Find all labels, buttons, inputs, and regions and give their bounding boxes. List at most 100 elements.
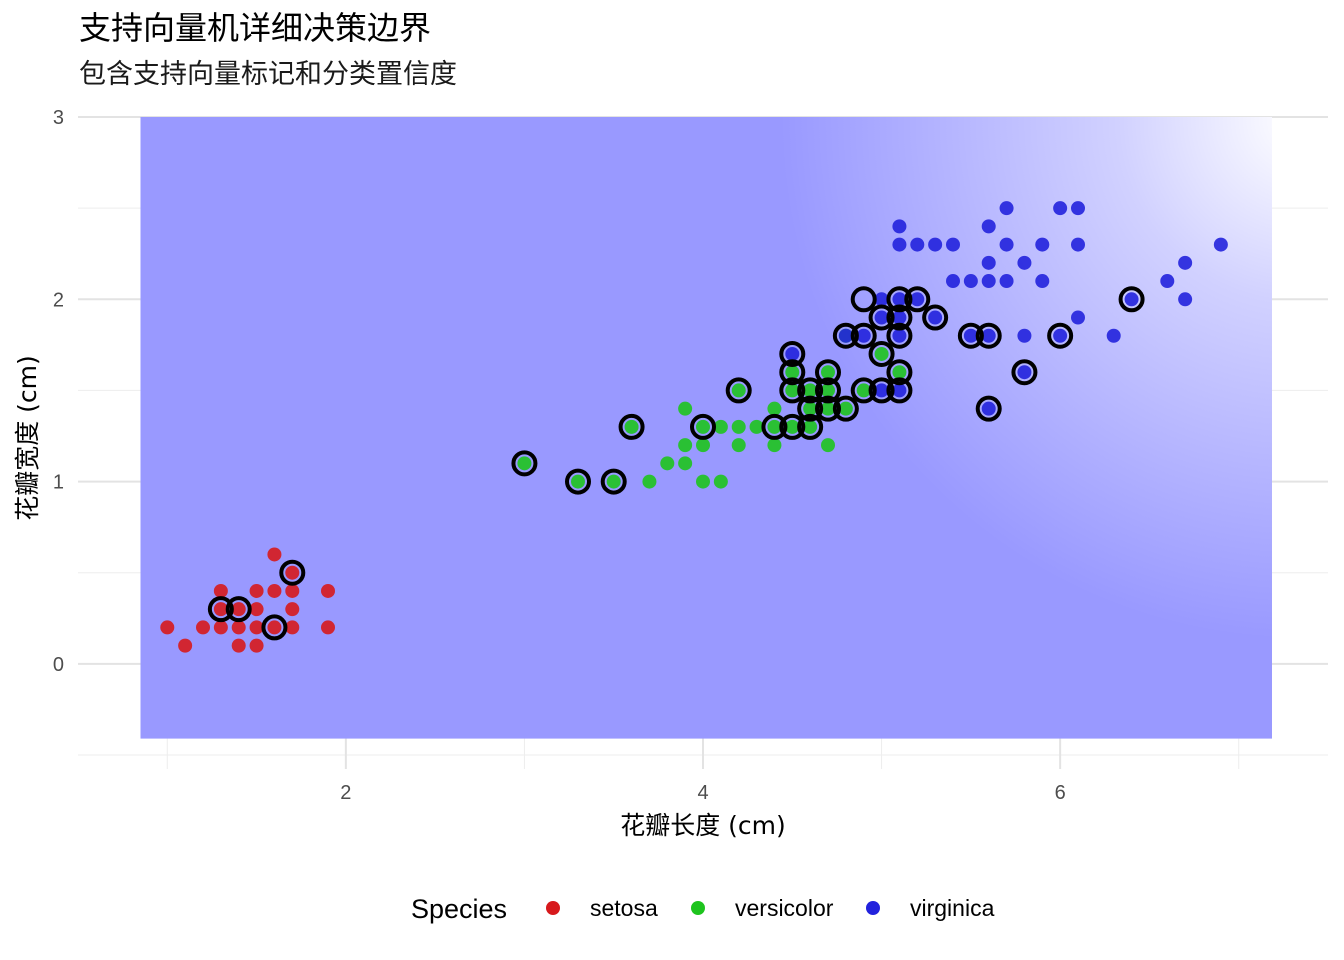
point-versicolor [803,419,818,434]
point-setosa [321,583,335,598]
point-versicolor [803,383,818,398]
point-virginica [1053,328,1068,343]
point-versicolor [624,419,639,434]
point-setosa [285,602,300,617]
point-versicolor [821,438,835,453]
point-virginica [785,346,800,361]
support-vector-marker [886,322,913,349]
support-vector-marker [832,395,859,422]
point-virginica [1035,274,1050,289]
legend-key-virginica [866,901,880,915]
point-versicolor [767,438,782,453]
point-versicolor [678,456,693,471]
support-vector-marker [886,359,913,386]
support-vector-marker [868,377,895,404]
point-virginica [946,237,960,252]
point-virginica [981,401,996,416]
y-tick-label: 2 [53,289,64,311]
point-virginica [1071,237,1085,252]
point-virginica [1106,328,1121,343]
point-virginica [1213,237,1228,252]
point-versicolor [838,401,853,416]
support-vector-marker [565,468,591,495]
support-vector-marker [779,413,806,440]
point-setosa [285,620,300,635]
point-virginica [999,201,1014,216]
axes: 2 4 6 0 1 2 3 [53,107,1066,804]
point-virginica [999,274,1014,289]
support-vector-marker [868,304,895,331]
point-setosa [213,620,228,635]
point-virginica [874,310,889,325]
point-versicolor [749,419,764,434]
support-vector-marker [850,377,877,404]
point-setosa [231,620,246,635]
legend-title: Species [411,894,507,924]
point-versicolor [571,474,585,489]
point-virginica [892,219,907,234]
y-tick-label: 0 [53,654,64,676]
point-virginica [856,328,871,343]
point-setosa [285,583,300,598]
support-vector-marker [761,413,788,440]
point-virginica [1160,274,1175,289]
point-virginica [910,237,925,252]
point-versicolor [731,383,746,398]
support-vector-marker [886,377,913,404]
support-vector-marker [1047,322,1074,349]
point-versicolor [892,365,907,380]
support-vector-marker [975,322,1002,349]
point-virginica [1071,310,1085,325]
point-setosa [160,620,175,635]
point-versicolor [803,401,818,416]
point-virginica [981,328,996,343]
legend-label-versicolor: versicolor [735,895,834,921]
point-virginica [1178,292,1193,307]
point-virginica [1071,201,1085,216]
support-vector-marker [797,377,824,404]
point-versicolor [713,419,728,434]
point-virginica [1124,292,1139,307]
point-setosa [267,620,282,635]
point-virginica [910,292,925,307]
x-tick-label: 6 [1055,782,1066,804]
point-virginica [963,274,978,289]
point-versicolor [606,474,621,489]
point-setosa [196,620,210,635]
data-points [160,201,1228,653]
support-vector-marker [886,286,913,313]
point-virginica [928,237,943,252]
point-versicolor [696,474,710,489]
point-versicolor [713,474,728,489]
point-setosa [249,638,264,653]
y-tick-label: 3 [53,107,64,129]
point-versicolor [785,419,800,434]
point-versicolor [517,456,532,471]
point-virginica [1017,255,1032,270]
chart-subtitle: 包含支持向量标记和分类置信度 [79,59,457,90]
point-versicolor [660,456,675,471]
point-virginica [838,328,853,343]
support-vector-marker [886,304,913,331]
point-versicolor [678,438,693,453]
point-versicolor [767,401,782,416]
support-vector-marker [957,322,984,349]
point-setosa [213,583,228,598]
support-vector-marker [261,614,288,641]
legend-label-virginica: virginica [910,895,995,921]
point-setosa [249,620,264,635]
legend: Species setosa versicolor virginica [411,894,995,924]
support-vector-marker [779,340,806,367]
point-virginica [892,310,907,325]
support-vector-marker [975,395,1002,422]
point-versicolor [821,383,835,398]
support-vector-marker [618,413,645,440]
point-versicolor [874,346,889,361]
support-vector-marker [815,377,841,404]
point-setosa [249,583,264,598]
point-setosa [285,565,300,580]
point-setosa [213,602,228,617]
support-vector-marker [511,450,538,477]
point-versicolor [856,383,871,398]
x-axis-title: 花瓣长度 (cm) [620,811,786,840]
